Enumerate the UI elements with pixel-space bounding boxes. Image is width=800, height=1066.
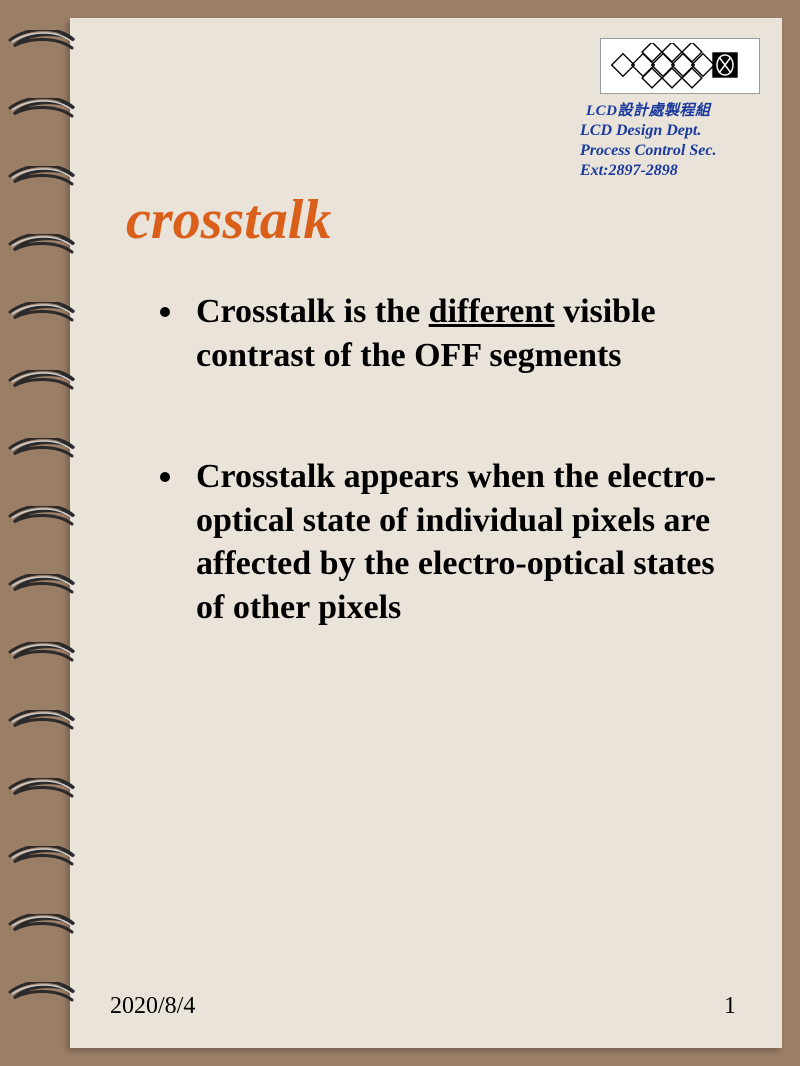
- bullet-text: Crosstalk appears when the electro-optic…: [196, 455, 730, 629]
- dept-line-1: LCD設計處製程組: [580, 102, 760, 121]
- spiral-ring-icon: [8, 846, 78, 874]
- spiral-ring-icon: [8, 642, 78, 670]
- spiral-ring-icon: [8, 982, 78, 1010]
- bullet-dot-icon: [160, 472, 170, 482]
- spiral-ring-icon: [8, 506, 78, 534]
- bullet-dot-icon: [160, 307, 170, 317]
- bullet-text: Crosstalk is the different visible contr…: [196, 290, 730, 377]
- spiral-binding: [0, 20, 80, 1040]
- spiral-ring-icon: [8, 234, 78, 262]
- dept-info: LCD設計處製程組 LCD Design Dept. Process Contr…: [580, 102, 760, 181]
- footer-date: 2020/8/4: [110, 993, 195, 1020]
- spiral-ring-icon: [8, 438, 78, 466]
- spiral-ring-icon: [8, 30, 78, 58]
- spiral-ring-icon: [8, 166, 78, 194]
- text-underline: different: [429, 293, 555, 330]
- dept-line-2: LCD Design Dept.: [580, 121, 760, 141]
- footer-page-number: 1: [724, 993, 736, 1020]
- dept-line-3: Process Control Sec.: [580, 141, 760, 161]
- dept-line-4: Ext:2897-2898: [580, 161, 760, 181]
- dept-logo: [600, 38, 760, 94]
- slide-page: LCD設計處製程組 LCD Design Dept. Process Contr…: [70, 18, 782, 1048]
- bullet-list: Crosstalk is the different visible contr…: [160, 290, 730, 629]
- spiral-ring-icon: [8, 302, 78, 330]
- spiral-ring-icon: [8, 710, 78, 738]
- spiral-ring-icon: [8, 98, 78, 126]
- spiral-ring-icon: [8, 914, 78, 942]
- slide-title: crosstalk: [126, 188, 331, 252]
- spiral-ring-icon: [8, 778, 78, 806]
- bullet-item: Crosstalk appears when the electro-optic…: [160, 455, 730, 629]
- spiral-ring-icon: [8, 370, 78, 398]
- spiral-ring-icon: [8, 574, 78, 602]
- text-span: Crosstalk appears when the electro-optic…: [196, 458, 716, 626]
- bullet-item: Crosstalk is the different visible contr…: [160, 290, 730, 377]
- text-span: Crosstalk is the: [196, 293, 429, 330]
